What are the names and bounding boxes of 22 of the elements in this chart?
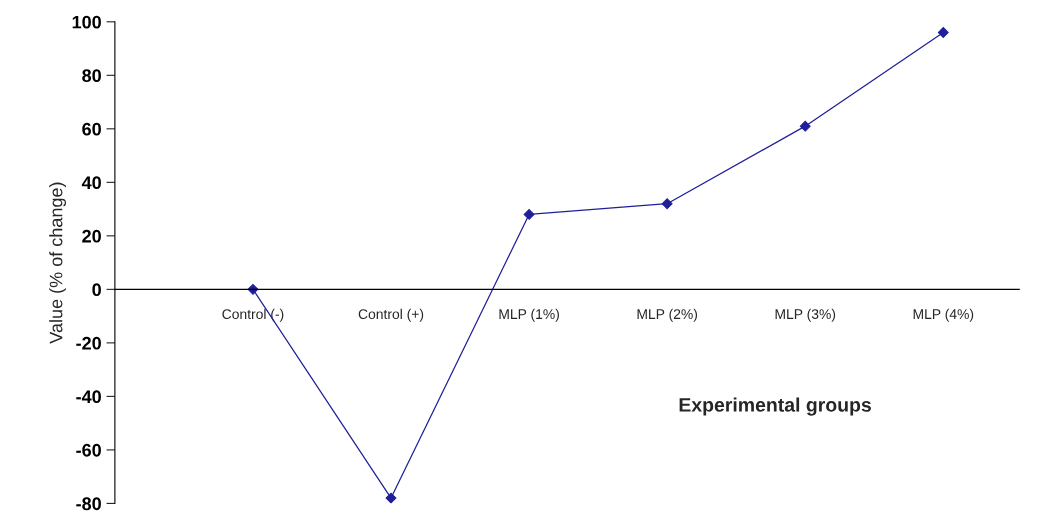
y-tick-label: 60 [82, 122, 101, 136]
point [937, 27, 949, 38]
y-tick-label: -80 [76, 497, 101, 511]
y-tick-label: 100 [72, 15, 101, 29]
point [661, 198, 673, 210]
point [523, 209, 535, 220]
x-tick-label: MLP (1%) [499, 308, 559, 322]
x-tick-label: MLP (2%) [637, 308, 698, 322]
point [385, 492, 397, 504]
y-tick-label: 0 [92, 283, 101, 297]
x-tick-label: MLP (3%) [775, 308, 836, 322]
y-tick-label: -20 [76, 336, 101, 350]
y-axis-title: Value (% of change) [49, 182, 67, 344]
x-axis-title: Experimental groups [679, 397, 871, 416]
x-tick-label: MLP (4%) [913, 308, 974, 322]
x-tick-label: Control (+) [358, 308, 424, 322]
y-tick-label: 40 [81, 176, 101, 190]
y-tick-label: -40 [76, 390, 101, 404]
point [799, 120, 811, 132]
y-tick-label: 80 [82, 69, 101, 83]
y-tick-label: -60 [76, 443, 101, 457]
y-tick-label: 20 [82, 229, 101, 243]
